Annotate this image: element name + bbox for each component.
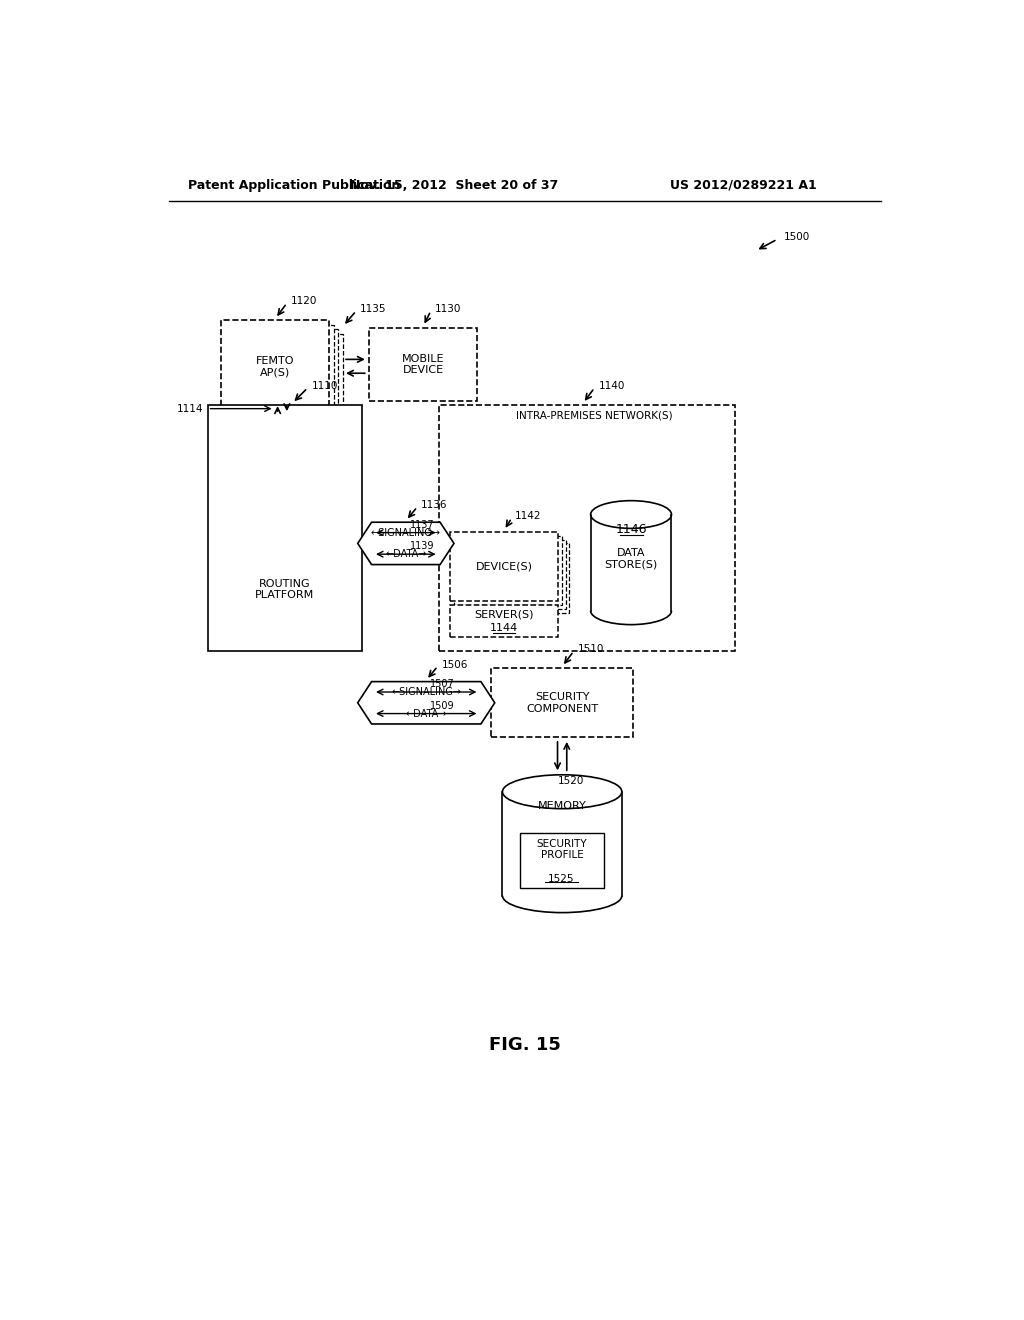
Text: 1140: 1140 [598, 380, 625, 391]
Text: MEMORY: MEMORY [538, 801, 587, 810]
FancyBboxPatch shape [451, 532, 558, 601]
Text: 1509: 1509 [430, 701, 455, 711]
Text: 1525: 1525 [548, 874, 574, 883]
FancyBboxPatch shape [458, 540, 565, 609]
Text: 1137: 1137 [410, 520, 434, 529]
Text: 1135: 1135 [360, 304, 386, 314]
Text: 1506: 1506 [441, 660, 468, 669]
Text: 1500: 1500 [783, 232, 810, 242]
Text: 1510: 1510 [578, 644, 604, 653]
Text: US 2012/0289221 A1: US 2012/0289221 A1 [670, 178, 816, 191]
Text: 1146: 1146 [615, 524, 647, 536]
FancyBboxPatch shape [208, 405, 361, 651]
Text: 1139: 1139 [410, 541, 434, 552]
Text: Nov. 15, 2012  Sheet 20 of 37: Nov. 15, 2012 Sheet 20 of 37 [350, 178, 558, 191]
FancyBboxPatch shape [490, 668, 634, 738]
Text: SERVER(S): SERVER(S) [474, 610, 534, 619]
FancyBboxPatch shape [230, 330, 339, 422]
Text: MOBILE
DEVICE: MOBILE DEVICE [401, 354, 444, 375]
Text: FEMTO
AP(S): FEMTO AP(S) [256, 355, 295, 378]
Text: 1130: 1130 [435, 304, 461, 314]
Ellipse shape [503, 775, 622, 809]
Polygon shape [357, 523, 454, 565]
Text: 1142: 1142 [515, 511, 542, 521]
FancyBboxPatch shape [520, 833, 604, 888]
Polygon shape [357, 681, 495, 723]
Text: DATA
STORE(S): DATA STORE(S) [604, 548, 657, 570]
Bar [503, 792, 622, 896]
FancyBboxPatch shape [454, 536, 562, 605]
Text: FIG. 15: FIG. 15 [488, 1036, 561, 1055]
FancyBboxPatch shape [236, 334, 343, 426]
Text: 1507: 1507 [430, 680, 455, 689]
Text: SECURITY
PROFILE: SECURITY PROFILE [537, 838, 588, 861]
Text: INTRA-PREMISES NETWORK(S): INTRA-PREMISES NETWORK(S) [516, 411, 673, 421]
Text: ←SIGNALING→: ←SIGNALING→ [371, 528, 441, 537]
FancyBboxPatch shape [370, 327, 477, 401]
Text: 1520: 1520 [558, 776, 585, 785]
FancyBboxPatch shape [226, 325, 334, 417]
Text: ROUTING
PLATFORM: ROUTING PLATFORM [255, 578, 314, 601]
Text: SECURITY
COMPONENT: SECURITY COMPONENT [526, 692, 598, 714]
Text: 1114: 1114 [177, 404, 204, 413]
FancyBboxPatch shape [451, 605, 558, 638]
FancyBboxPatch shape [438, 405, 735, 651]
Text: 1136: 1136 [421, 500, 447, 511]
Text: 1110: 1110 [311, 380, 338, 391]
FancyBboxPatch shape [221, 321, 330, 412]
FancyBboxPatch shape [462, 544, 569, 612]
Ellipse shape [591, 500, 672, 528]
Text: 1120: 1120 [291, 296, 317, 306]
Bar [591, 515, 672, 611]
Text: 1144: 1144 [489, 623, 518, 634]
Text: ←SIGNALING→: ←SIGNALING→ [391, 686, 461, 697]
Text: Patent Application Publication: Patent Application Publication [188, 178, 400, 191]
Text: DEVICE(S): DEVICE(S) [475, 561, 532, 572]
Text: ←DATA→: ←DATA→ [406, 709, 446, 718]
Text: ←DATA→: ←DATA→ [385, 549, 427, 560]
